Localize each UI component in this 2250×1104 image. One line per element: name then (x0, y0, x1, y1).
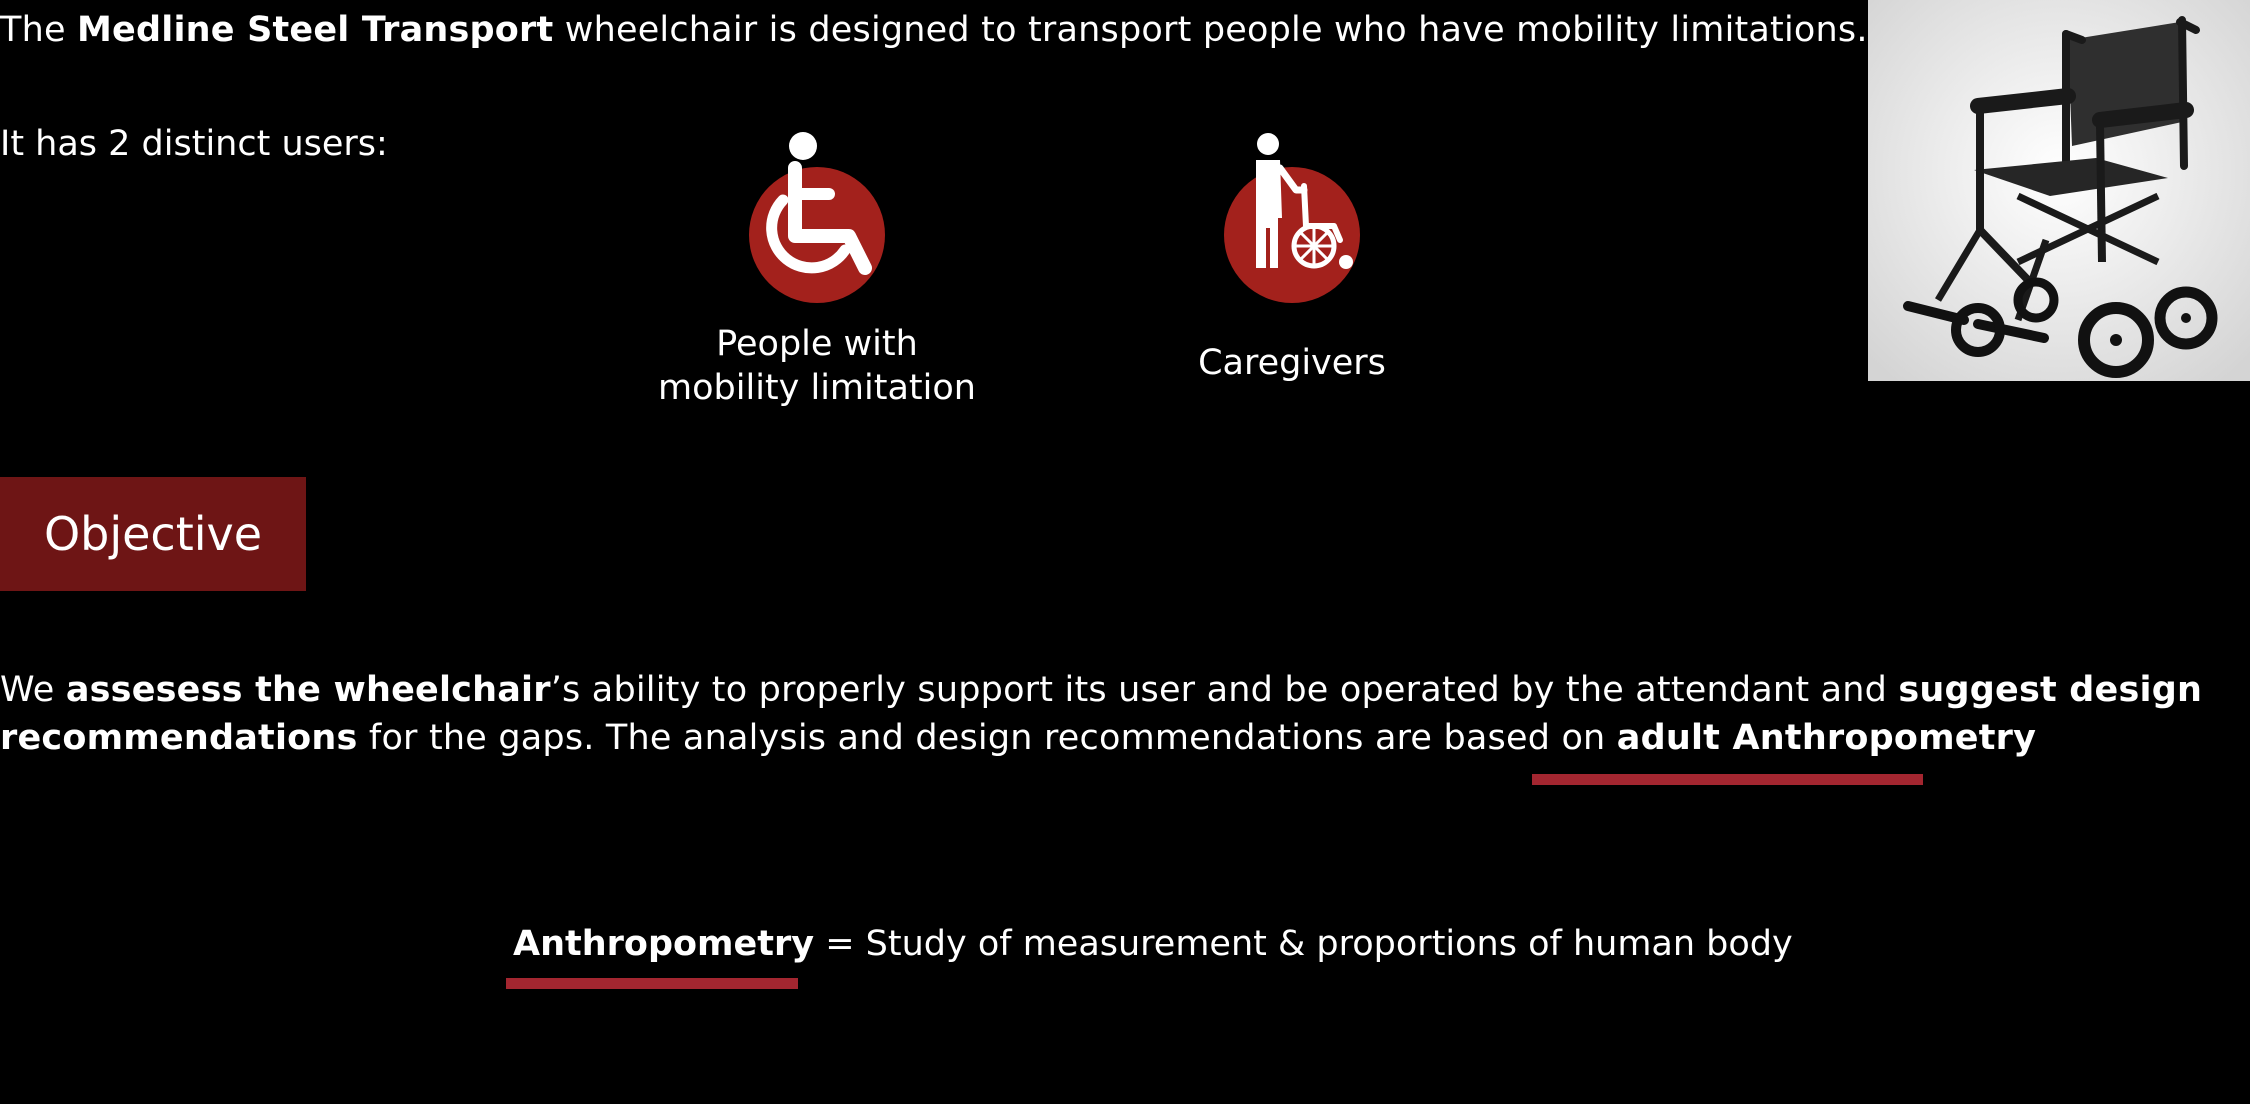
anthropometry-underline (506, 978, 798, 989)
anthropometry-definition: Anthropometry = Study of measurement & p… (513, 924, 1793, 964)
adult-anthropometry-highlight: adult Anthropometry (1616, 718, 2037, 758)
objective-paragraph: We assesess the wheelchair’s ability to … (0, 670, 2203, 758)
transport-wheelchair-photo (1868, 0, 2250, 381)
objective-banner: Objective (0, 477, 306, 591)
product-name: Medline Steel Transport (77, 10, 554, 50)
caregiver-pushing-wheelchair-icon (1210, 128, 1370, 308)
user-label-caregivers: Caregivers (1198, 343, 1386, 383)
wheelchair-user-icon (737, 128, 897, 308)
anthropometry-term: Anthropometry (513, 924, 815, 964)
user-label-people-with-mobility-limitation: People with mobility limitation (658, 324, 976, 408)
adult-anthropometry-underline (1532, 774, 1923, 785)
objective-label: Objective (43, 507, 263, 561)
intro-sentence: The Medline Steel Transport wheelchair i… (0, 10, 1868, 50)
users-heading: It has 2 distinct users: (0, 124, 388, 164)
